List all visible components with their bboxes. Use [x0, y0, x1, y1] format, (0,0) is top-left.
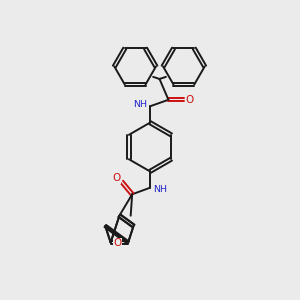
Text: O: O	[113, 238, 121, 248]
Text: O: O	[186, 95, 194, 105]
Text: NH: NH	[134, 100, 148, 109]
Text: O: O	[112, 173, 121, 183]
Text: NH: NH	[153, 185, 167, 194]
